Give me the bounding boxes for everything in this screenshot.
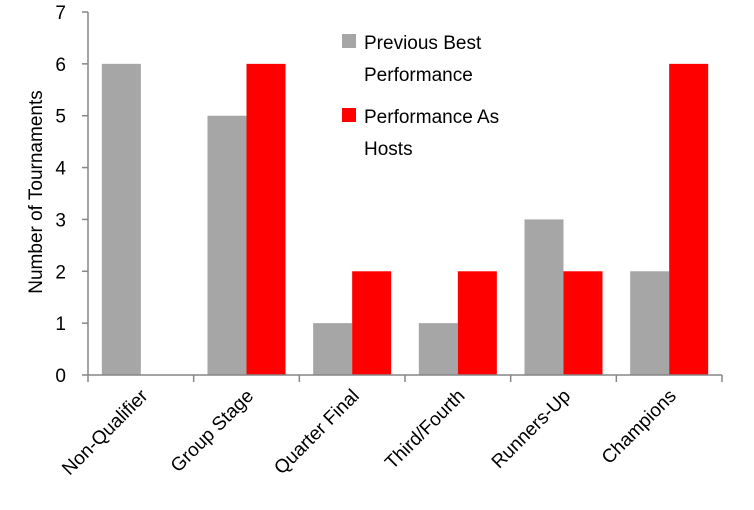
- y-tick-label: 4: [55, 159, 66, 180]
- bar: [524, 219, 564, 375]
- y-tick-label: 2: [55, 262, 66, 283]
- bar: [101, 63, 141, 375]
- bar: [418, 323, 458, 375]
- bars: [101, 63, 709, 375]
- x-tick-label: Group Stage: [167, 386, 258, 477]
- y-tick-label: 6: [55, 55, 66, 76]
- x-axis-ticks: Non-Qualifier Group Stage Quarter Final Thi…: [58, 375, 723, 480]
- bar: [313, 323, 353, 375]
- legend: Previous Best Performance Performance As Ho…: [342, 33, 499, 160]
- bar: [630, 271, 670, 375]
- bar: [207, 115, 247, 375]
- legend-label: Performance As Hosts: [364, 107, 499, 160]
- x-tick-label: Quarter Final: [270, 386, 363, 479]
- x-tick-label: Non-Qualifier: [58, 385, 152, 479]
- x-tick-label: Runners-Up: [488, 386, 575, 473]
- bar: [457, 271, 497, 375]
- bar: [563, 271, 603, 375]
- y-tick-label: 3: [55, 210, 66, 231]
- y-axis-title: Number of Tournaments: [26, 90, 47, 293]
- legend-label: Previous Best Performance: [364, 33, 482, 86]
- legend-swatch: [342, 108, 356, 122]
- bar: [246, 63, 286, 375]
- x-tick-label: Third/Fourth: [381, 386, 469, 474]
- y-axis-ticks: 0 1 2 3 4 5 6 7: [55, 3, 88, 387]
- bar: [669, 63, 709, 375]
- y-tick-label: 5: [55, 107, 66, 128]
- y-tick-label: 7: [55, 3, 66, 24]
- y-tick-label: 1: [55, 314, 66, 335]
- x-tick-label: Champions: [598, 386, 681, 469]
- bar: [352, 271, 392, 375]
- y-tick-label: 0: [55, 366, 66, 387]
- legend-swatch: [342, 34, 356, 48]
